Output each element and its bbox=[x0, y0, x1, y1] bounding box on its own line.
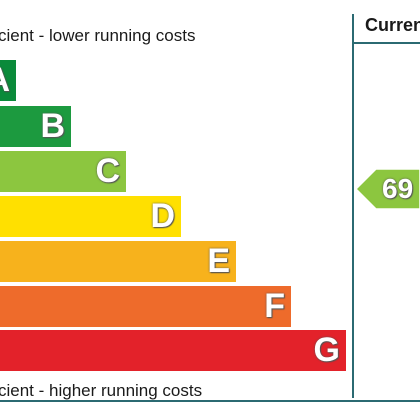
header-rule bbox=[354, 42, 420, 44]
band-letter: A bbox=[0, 60, 10, 101]
current-rating-pointer: 69 bbox=[352, 168, 420, 210]
current-rating-value: 69 bbox=[382, 173, 414, 204]
band-letter: D bbox=[150, 197, 175, 235]
top-caption: cient - lower running costs bbox=[0, 26, 196, 45]
bottom-rule bbox=[0, 400, 420, 402]
current-column-header: Curren bbox=[365, 15, 420, 35]
band-f: F bbox=[0, 286, 291, 327]
band-letter: B bbox=[40, 107, 65, 145]
pointer-arrow-shape bbox=[354, 168, 420, 210]
column-divider bbox=[352, 14, 354, 398]
band-b: B bbox=[0, 106, 71, 147]
band-d: D bbox=[0, 196, 181, 237]
band-c: C bbox=[0, 151, 126, 192]
band-e: E bbox=[0, 241, 236, 282]
band-letter: E bbox=[207, 242, 230, 280]
band-g: G bbox=[0, 330, 346, 371]
band-a: A bbox=[0, 60, 16, 101]
band-letter: G bbox=[313, 331, 340, 369]
band-letter: F bbox=[264, 287, 285, 325]
bottom-caption: cient - higher running costs bbox=[0, 381, 203, 400]
band-letter: C bbox=[95, 152, 120, 190]
